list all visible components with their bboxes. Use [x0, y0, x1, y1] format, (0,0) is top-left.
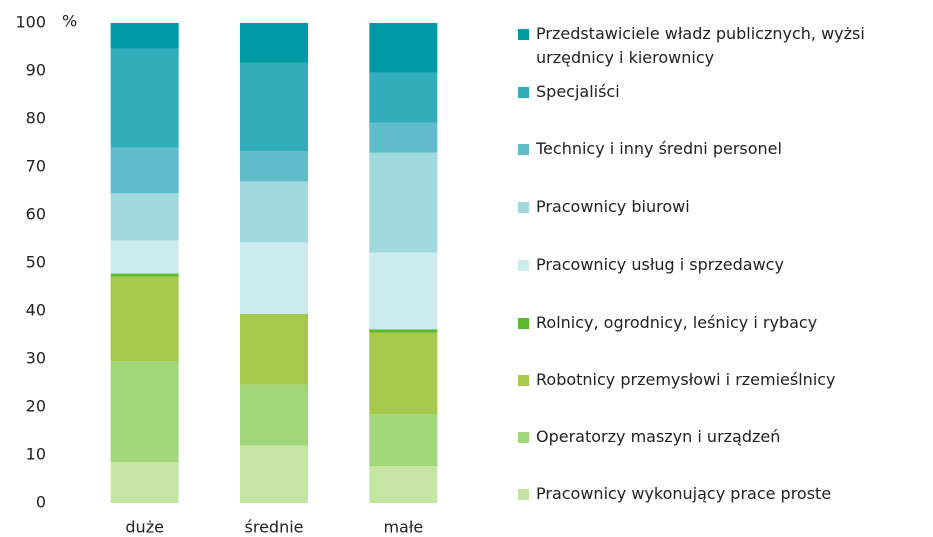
legend-item: Technicy i inny średni personel: [518, 137, 918, 161]
bar-segment: [240, 314, 308, 385]
legend-item: Przedstawiciele władz publicznych, wyżsi…: [518, 22, 918, 70]
legend-swatch: [518, 87, 529, 98]
legend-label: Specjaliści: [536, 82, 620, 101]
y-tick-label: 90: [26, 61, 46, 80]
bar-segment: [110, 361, 179, 463]
bar-segment: [240, 23, 308, 63]
bar-segment: [240, 62, 308, 152]
bar-segment: [110, 273, 179, 277]
x-tick-label: małe: [383, 518, 423, 537]
legend-swatch: [518, 202, 529, 213]
bar-segment: [110, 23, 179, 49]
legend-item: Pracownicy usług i sprzedawcy: [518, 253, 918, 277]
bar-segment: [110, 193, 179, 241]
bar-segment: [110, 48, 179, 148]
legend-item: Pracownicy wykonujący prace proste: [518, 482, 918, 506]
legend-swatch: [518, 318, 529, 329]
legend-label: Pracownicy wykonujący prace proste: [536, 484, 832, 503]
y-tick-label: 0: [36, 493, 46, 512]
bar-segment: [369, 414, 438, 467]
bar-segment: [240, 242, 308, 314]
legend-swatch: [518, 144, 529, 155]
y-tick-label: 40: [26, 301, 46, 320]
bar-segment: [240, 384, 308, 446]
bar-segment: [369, 122, 438, 153]
bar-segment: [369, 332, 438, 415]
y-tick-label: 60: [26, 205, 46, 224]
legend-swatch: [518, 29, 529, 40]
legend-swatch: [518, 489, 529, 500]
legend-label: Robotnicy przemysłowi i rzemieślnicy: [536, 370, 836, 389]
bar-segment: [369, 252, 438, 330]
legend-item: Operatorzy maszyn i urządzeń: [518, 425, 918, 449]
bar-segment: [110, 147, 179, 194]
bar-segment: [369, 329, 438, 333]
y-tick-label: 30: [26, 349, 46, 368]
y-tick-label: 100: [15, 13, 46, 32]
bar-segment: [110, 462, 179, 503]
bar-segment: [369, 72, 438, 123]
bar-segment: [369, 23, 438, 73]
legend-item: Specjaliści: [518, 80, 918, 104]
legend-item: Rolnicy, ogrodnicy, leśnicy i rybacy: [518, 311, 918, 335]
legend-swatch: [518, 432, 529, 443]
legend-item: Robotnicy przemysłowi i rzemieślnicy: [518, 368, 918, 392]
legend-label: Pracownicy biurowi: [536, 197, 690, 216]
legend-label: Pracownicy usług i sprzedawcy: [536, 255, 784, 274]
bar-segment: [240, 445, 308, 503]
y-tick-label: 10: [26, 445, 46, 464]
bar-segment: [240, 181, 308, 243]
legend-item: Pracownicy biurowi: [518, 195, 918, 219]
legend-label: Technicy i inny średni personel: [536, 139, 782, 158]
legend-label: Operatorzy maszyn i urządzeń: [536, 427, 781, 446]
y-tick-label: 50: [26, 253, 46, 272]
y-tick-label: 70: [26, 157, 46, 176]
y-tick-label: 80: [26, 109, 46, 128]
legend-swatch: [518, 260, 529, 271]
x-tick-label: średnie: [245, 518, 304, 537]
bar-segment: [369, 466, 438, 503]
legend-label: Przedstawiciele władz publicznych, wyżsi…: [536, 24, 865, 67]
y-axis-label: %: [62, 12, 77, 31]
bar-segment: [240, 151, 308, 182]
bar-segment: [110, 276, 179, 362]
legend-label: Rolnicy, ogrodnicy, leśnicy i rybacy: [536, 313, 818, 332]
legend-swatch: [518, 375, 529, 386]
bar-segment: [369, 152, 438, 253]
y-tick-label: 20: [26, 397, 46, 416]
bar-segment: [110, 240, 179, 274]
x-tick-label: duże: [125, 518, 164, 537]
